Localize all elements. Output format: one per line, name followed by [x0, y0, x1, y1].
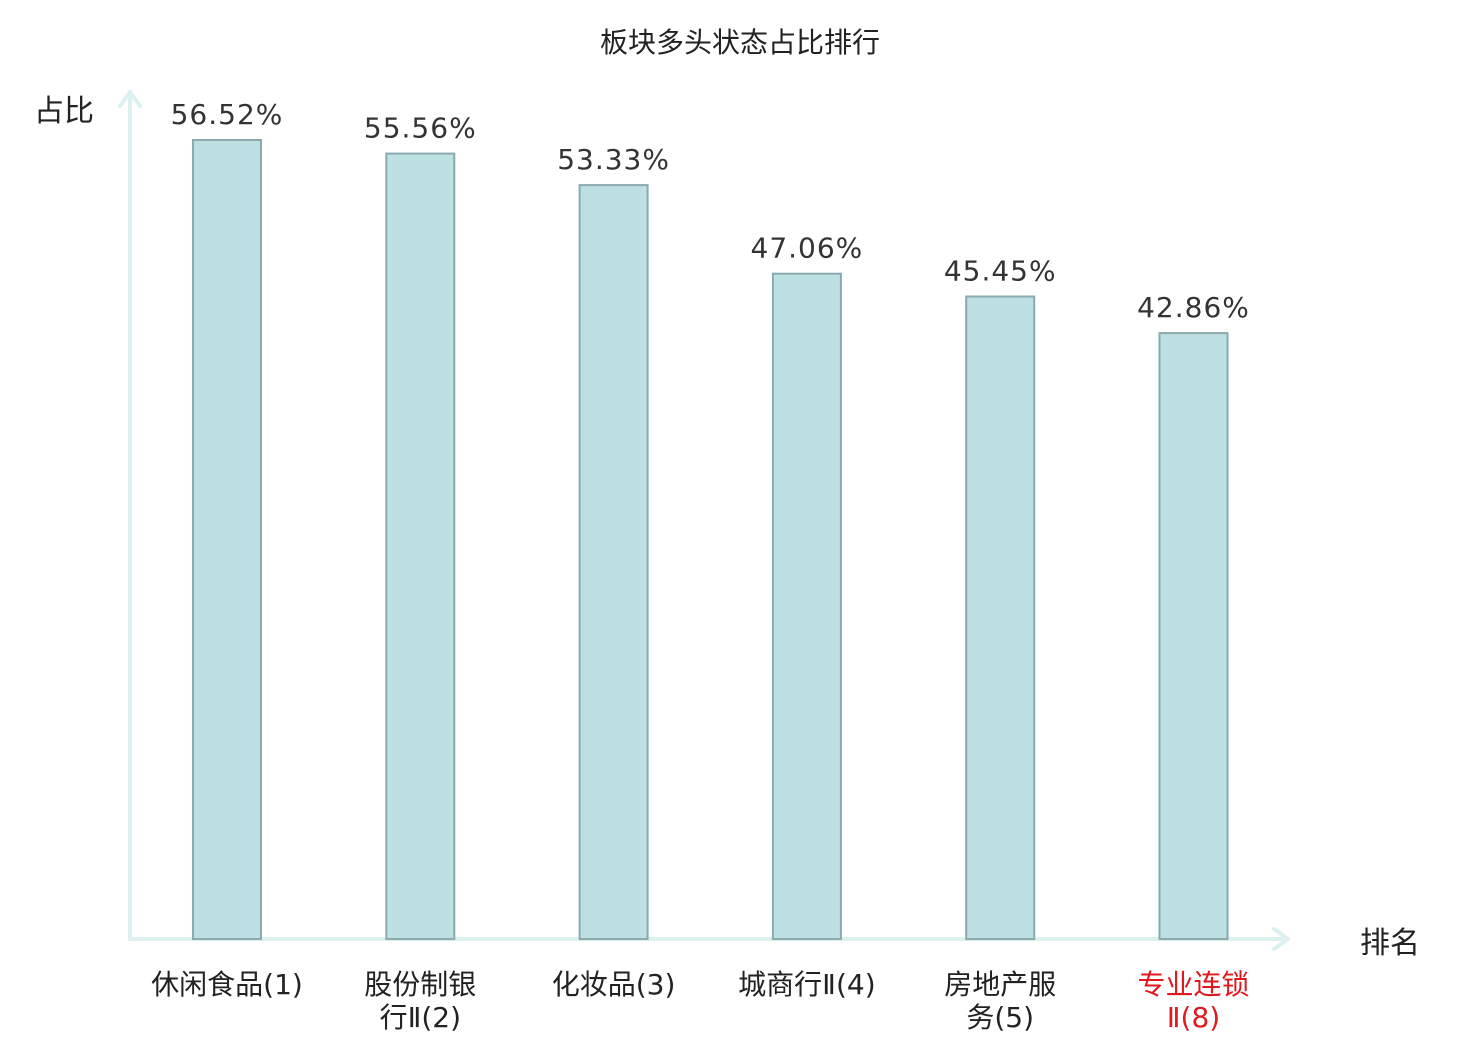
- bar-value-label: 42.86%: [1137, 291, 1250, 324]
- category-label: 城商行Ⅱ(4): [738, 968, 875, 1001]
- category-label-line: 务(5): [966, 1001, 1034, 1034]
- category-label: 股份制银行Ⅱ(2): [364, 968, 476, 1034]
- bar-value-label: 47.06%: [751, 232, 864, 265]
- bar-value-label: 56.52%: [171, 98, 284, 131]
- bar-value-label: 45.45%: [944, 255, 1057, 288]
- bars-layer: [192, 139, 1229, 941]
- y-axis-label: 占比: [34, 94, 94, 129]
- category-label: 专业连锁 Ⅱ(8): [1137, 968, 1249, 1034]
- category-label-line: 专业连锁: [1137, 968, 1249, 1001]
- y-axis-arrow-icon: [118, 90, 142, 108]
- bar: [578, 184, 649, 941]
- category-label-line: 化妆品(3): [552, 968, 676, 1001]
- category-label-line: 股份制银: [364, 968, 476, 1001]
- bar: [965, 295, 1036, 940]
- category-labels-layer: 休闲食品(1) 股份制银行Ⅱ(2) 化妆品(3) 城商行Ⅱ(4) 房地产服务(5) 专业连…: [151, 968, 1249, 1034]
- category-label-line: Ⅱ(8): [1167, 1001, 1220, 1034]
- category-label-line: 房地产服: [944, 968, 1056, 1001]
- category-label-line: 行Ⅱ(2): [380, 1001, 461, 1034]
- bar: [1158, 332, 1229, 941]
- chart-title: 板块多头状态占比排行: [600, 26, 880, 59]
- category-label-line: 城商行Ⅱ(4): [738, 968, 875, 1001]
- bar: [385, 152, 456, 941]
- category-label: 休闲食品(1): [151, 968, 303, 1001]
- category-label-line: 休闲食品(1): [151, 968, 303, 1001]
- axes-layer: [118, 90, 1290, 951]
- category-label: 化妆品(3): [552, 968, 676, 1001]
- bar-value-label: 53.33%: [557, 143, 670, 176]
- category-label: 房地产服务(5): [944, 968, 1056, 1034]
- value-labels-layer: 56.52% 55.56% 53.33% 47.06% 45.45% 42.86%: [171, 98, 1250, 324]
- x-axis-arrow-icon: [1272, 927, 1290, 951]
- bar: [192, 139, 262, 940]
- bar: [771, 272, 842, 940]
- bar-value-label: 55.56%: [364, 112, 477, 145]
- x-axis-label: 排名: [1360, 926, 1420, 961]
